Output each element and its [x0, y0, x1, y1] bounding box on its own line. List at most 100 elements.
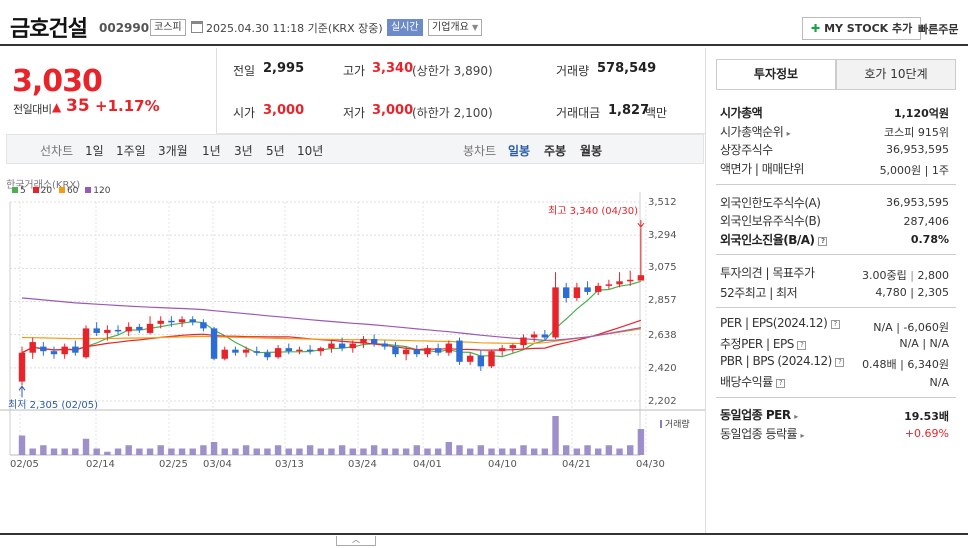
- volume-bar: [530, 448, 538, 455]
- dividend-label: 배당수익률 ?: [720, 373, 786, 390]
- candle: [424, 348, 431, 355]
- candle: [285, 348, 292, 352]
- candle-weekly[interactable]: 주봉: [544, 144, 567, 158]
- volume-bar: [200, 445, 207, 455]
- candle: [296, 349, 303, 352]
- high-arrow-head: [637, 222, 645, 228]
- volume-bar: [18, 435, 26, 455]
- range-1d[interactable]: 1일: [85, 144, 104, 158]
- candle-monthly[interactable]: 월봉: [580, 144, 603, 158]
- x-tick: 02/05: [10, 459, 39, 470]
- pbr-label-text: PBR | BPS (2024.12): [720, 354, 832, 368]
- caret-right-icon: ▸: [786, 129, 791, 138]
- x-tick: 04/01: [413, 459, 442, 470]
- foreign-ratio-value: 0.78%: [910, 233, 949, 246]
- up-arrow-icon: ▲: [52, 100, 62, 114]
- company-overview-label: 기업개요: [432, 22, 469, 33]
- volume-bar: [573, 448, 581, 455]
- help-icon[interactable]: ?: [835, 358, 845, 367]
- range-5y[interactable]: 5년: [266, 144, 285, 158]
- range-10y[interactable]: 10년: [297, 144, 324, 158]
- sector-per-label[interactable]: 동일업종 PER ▸: [720, 406, 798, 423]
- collapse-button[interactable]: ︿: [336, 536, 376, 546]
- volume-bar: [264, 448, 271, 455]
- low-arrow-head: [18, 385, 26, 391]
- volume-bar: [157, 445, 164, 455]
- candle-chart-label: 봉차트: [463, 144, 497, 158]
- candle: [189, 319, 196, 323]
- help-icon[interactable]: ?: [830, 320, 840, 329]
- high-note: 최고 3,340 (04/30): [548, 206, 639, 217]
- volume-bar: [104, 451, 111, 455]
- candle: [584, 287, 591, 292]
- candle: [445, 343, 453, 353]
- help-icon[interactable]: ?: [797, 341, 807, 350]
- foreign-ratio-text: 외국인소진율(B/A): [720, 233, 815, 247]
- candle: [157, 320, 164, 324]
- volume-bar: [434, 448, 442, 455]
- candle: [573, 287, 581, 299]
- range-3y[interactable]: 3년: [234, 144, 253, 158]
- ma-legend: 5 20 60 120: [12, 186, 110, 196]
- volume-bar: [413, 445, 421, 455]
- help-icon[interactable]: ?: [818, 237, 828, 246]
- ma5-label: 5: [20, 186, 26, 196]
- est-per-label-text: 추정PER | EPS: [720, 337, 794, 351]
- volume-value: 578,549: [597, 61, 657, 76]
- foreign-limit-value: 36,953,595: [886, 196, 949, 209]
- my-stock-add-button[interactable]: ✚ MY STOCK 추가: [802, 17, 922, 40]
- chart-toolbar: 선차트 1일 1주일 3개월 1년 3년 5년 10년 봉차트 일봉 주봉 월봉: [6, 134, 704, 164]
- sector-change-label[interactable]: 동일업종 등락률 ▸: [720, 425, 804, 442]
- volume-label: 거래량: [556, 64, 590, 78]
- high-value: 3,340: [372, 61, 414, 76]
- volume-bar: [445, 442, 453, 455]
- volume-bar: [50, 448, 58, 455]
- x-tick: 04/10: [488, 459, 517, 470]
- volume-bar: [424, 448, 431, 455]
- volume-bar: [136, 448, 143, 455]
- ma60-label: 60: [66, 186, 79, 196]
- help-icon[interactable]: ?: [776, 379, 786, 388]
- range-1w[interactable]: 1주일: [116, 144, 146, 158]
- market-cap-rank-label: 시가총액순위 ▸: [720, 123, 791, 140]
- trade-value-unit: 백만: [645, 106, 668, 120]
- tab-invest-info[interactable]: 투자정보: [716, 59, 836, 90]
- trade-value: 1,827: [608, 103, 650, 118]
- candle: [520, 337, 527, 346]
- tab-quote-10[interactable]: 호가 10단계: [836, 59, 956, 90]
- candle: [328, 343, 335, 349]
- realtime-badge[interactable]: 실시간: [387, 19, 423, 36]
- candle: [50, 351, 58, 355]
- range-3m[interactable]: 3개월: [158, 144, 188, 158]
- ma5-swatch: [12, 187, 18, 193]
- open-label: 시가: [233, 106, 256, 120]
- x-tick: 03/24: [348, 459, 377, 470]
- volume-bar: [349, 448, 357, 455]
- par-value-label: 액면가 | 매매단위: [720, 162, 804, 176]
- lower-limit: (하한가 2,100): [412, 106, 493, 120]
- candle: [136, 326, 143, 330]
- bottom-border: [0, 533, 968, 548]
- per-label: PER | EPS(2024.12) ?: [720, 316, 840, 330]
- volume-bar: [584, 445, 591, 455]
- candle: [200, 322, 207, 329]
- candle: [125, 326, 132, 332]
- price-chart[interactable]: [0, 0, 705, 480]
- volume-bar: [616, 448, 623, 455]
- x-tick: 02/25: [159, 459, 188, 470]
- candle: [274, 348, 282, 358]
- prev-close-label: 전일: [233, 64, 256, 78]
- open-value: 3,000: [263, 103, 305, 118]
- volume-bar: [605, 445, 613, 455]
- company-overview-dropdown[interactable]: 기업개요 ▼: [428, 19, 483, 36]
- candle: [18, 352, 26, 382]
- quick-order-link[interactable]: 빠른주문: [918, 23, 959, 36]
- volume-bar: [93, 448, 100, 455]
- est-per-label: 추정PER | EPS ?: [720, 335, 807, 352]
- volume-bar: [285, 448, 292, 455]
- market-badge: 코스피: [150, 19, 186, 36]
- range-1y[interactable]: 1년: [202, 144, 221, 158]
- candle: [93, 328, 100, 333]
- candle-daily[interactable]: 일봉: [508, 144, 531, 158]
- volume-bar: [61, 448, 68, 455]
